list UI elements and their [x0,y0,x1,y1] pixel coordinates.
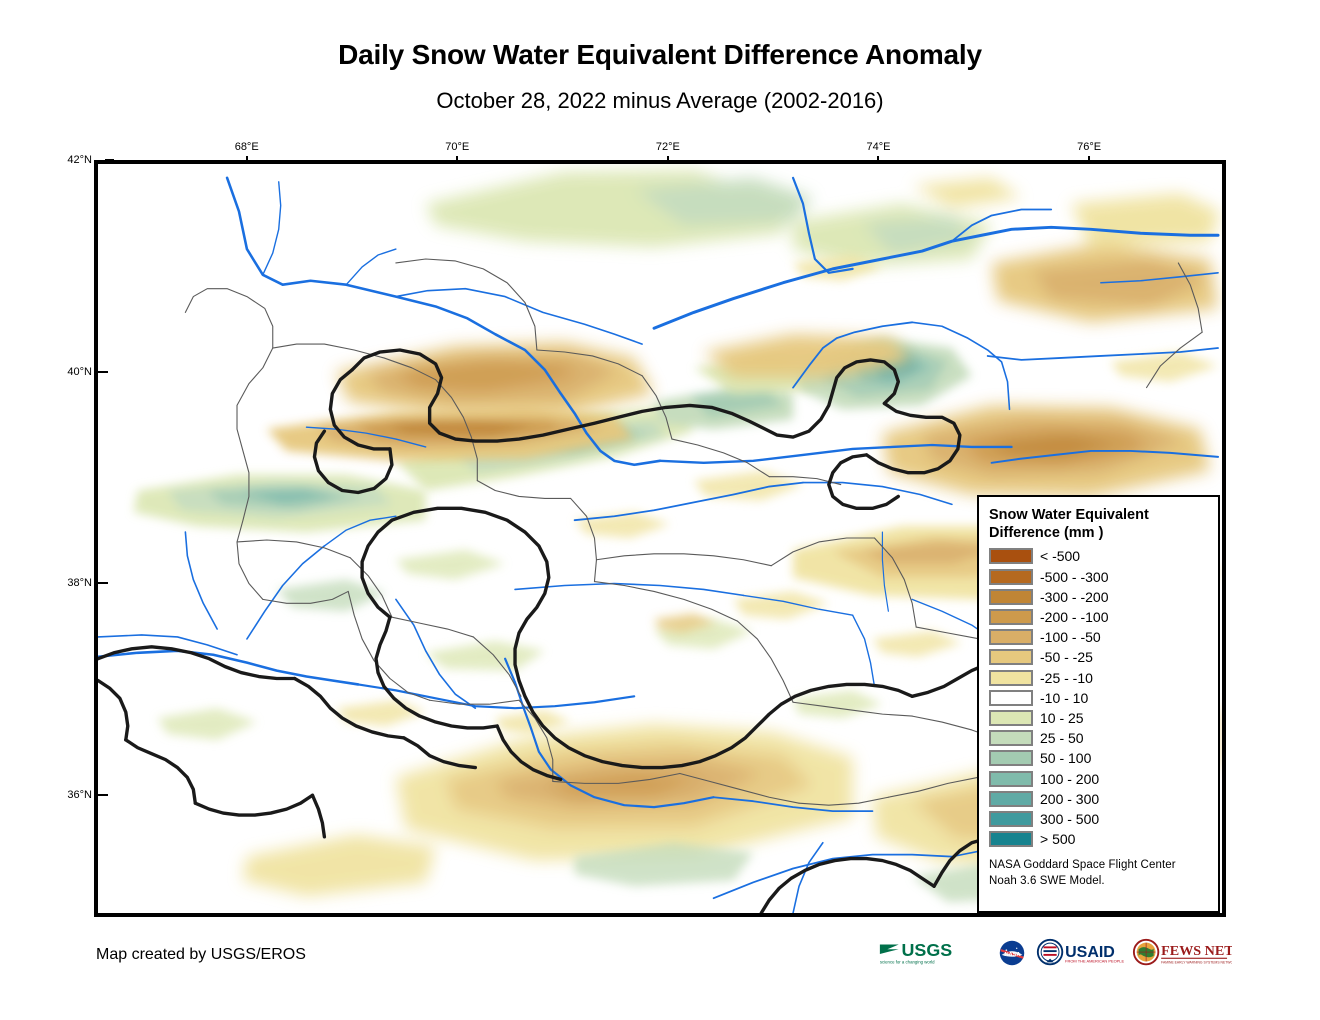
legend-row: -10 - 10 [989,688,1210,708]
lat-tick-label: 42°N [67,154,92,166]
lon-tick-label: 74°E [866,141,891,153]
svg-text:USGS: USGS [901,940,952,960]
title-block: Daily Snow Water Equivalent Difference A… [0,0,1320,113]
page-title: Daily Snow Water Equivalent Difference A… [338,39,982,70]
legend-row: 25 - 50 [989,728,1210,748]
legend-label: 300 - 500 [1040,810,1100,827]
legend-label: -300 - -200 [1040,588,1109,605]
legend-label: 10 - 25 [1040,709,1084,726]
legend-panel: Snow Water Equivalent Difference (mm ) <… [977,495,1220,913]
lat-inner-tick [98,794,108,797]
svg-text:NASA: NASA [1004,952,1020,958]
legend-label: 25 - 50 [1040,730,1084,747]
lat-tick-40: 40°N [50,365,114,378]
legend-source-note: NASA Goddard Space Flight Center Noah 3.… [989,859,1176,887]
lon-tick-label: 72°E [655,141,680,153]
legend-row: 10 - 25 [989,708,1210,728]
svg-text:FEWS NET: FEWS NET [1161,943,1232,959]
legend-swatch [989,709,1033,726]
lat-tick-36: 36°N [50,789,114,802]
nasa-logo: NASA [999,940,1025,966]
lon-tick-label: 70°E [445,141,470,153]
legend-label: -200 - -100 [1040,609,1109,626]
legend-row: -100 - -50 [989,627,1210,647]
lat-tick-label: 38°N [67,577,92,590]
usaid-logo: USAID FROM THE AMERICAN PEOPLE [1036,938,1124,966]
fewsnet-logo: FEWS NET FAMINE EARLY WARNING SYSTEMS NE… [1133,938,1232,966]
lat-tick-label: 36°N [67,789,92,802]
legend-swatch [989,689,1033,706]
legend-swatch [989,609,1033,626]
legend-row: -500 - -300 [989,567,1210,587]
lon-tick-72: 72°E [655,141,680,167]
legend-swatch [989,810,1033,827]
legend-swatch [989,831,1033,848]
lon-tick-76: 76°E [1077,141,1102,167]
legend-swatch [989,568,1033,585]
legend-label: -50 - -25 [1040,649,1093,666]
legend-row: < -500 [989,546,1210,566]
lat-tick-label: 40°N [67,365,92,378]
legend-label: > 500 [1040,831,1076,848]
legend-label: 50 - 100 [1040,750,1092,767]
lon-tick-74: 74°E [866,141,891,167]
legend-row: 50 - 100 [989,748,1210,768]
legend-swatch [989,750,1033,767]
legend-label: < -500 [1040,548,1081,565]
legend-row: 300 - 500 [989,809,1210,829]
page-subtitle: October 28, 2022 minus Average (2002-201… [436,87,884,113]
legend-swatch [989,588,1033,605]
legend-row: -25 - -10 [989,668,1210,688]
legend-swatch [989,629,1033,646]
legend-label: 100 - 200 [1040,770,1100,787]
legend-swatch [989,790,1033,807]
legend-label: -500 - -300 [1040,568,1109,585]
legend-row: > 500 [989,829,1210,849]
lon-tick-68: 68°E [234,141,259,167]
legend-swatch [989,770,1033,787]
svg-text:FROM THE AMERICAN PEOPLE: FROM THE AMERICAN PEOPLE [1065,958,1124,963]
legend-row: 100 - 200 [989,768,1210,788]
usgs-logo: USGS science for a changing world [879,940,952,964]
svg-text:FAMINE EARLY WARNING SYSTEMS N: FAMINE EARLY WARNING SYSTEMS NETWORK [1161,960,1232,964]
lon-tick-70: 70°E [445,141,470,167]
lat-inner-tick [98,370,108,373]
legend-label: -25 - -10 [1040,669,1093,686]
lat-tick-38: 38°N [50,577,114,590]
lon-tick-label: 68°E [234,141,259,153]
legend-row: -50 - -25 [989,647,1210,667]
legend-row: -300 - -200 [989,587,1210,607]
legend-label: -100 - -50 [1040,629,1101,646]
lon-tick-label: 76°E [1077,141,1102,153]
legend-swatch [989,649,1033,666]
map-credit: Map created by USGS/EROS [96,946,306,963]
legend-row: -200 - -100 [989,607,1210,627]
legend-swatch [989,669,1033,686]
legend-title: Snow Water Equivalent Difference (mm ) [989,507,1149,541]
svg-text:USAID: USAID [1065,944,1115,961]
lat-inner-tick [98,582,108,585]
legend-row: 200 - 300 [989,789,1210,809]
legend-swatch [989,730,1033,747]
logo-bar: USGS science for a changing world NASA U… [878,936,1232,970]
svg-text:science for a changing world: science for a changing world [880,959,935,964]
legend-label: 200 - 300 [1040,790,1100,807]
legend-class-list: < -500 -500 - -300 -300 - -200 -200 - -100 -… [989,546,1210,849]
legend-label: -10 - 10 [1040,689,1089,706]
legend-swatch [989,548,1033,565]
lat-tick-42: 42°N [50,154,114,166]
